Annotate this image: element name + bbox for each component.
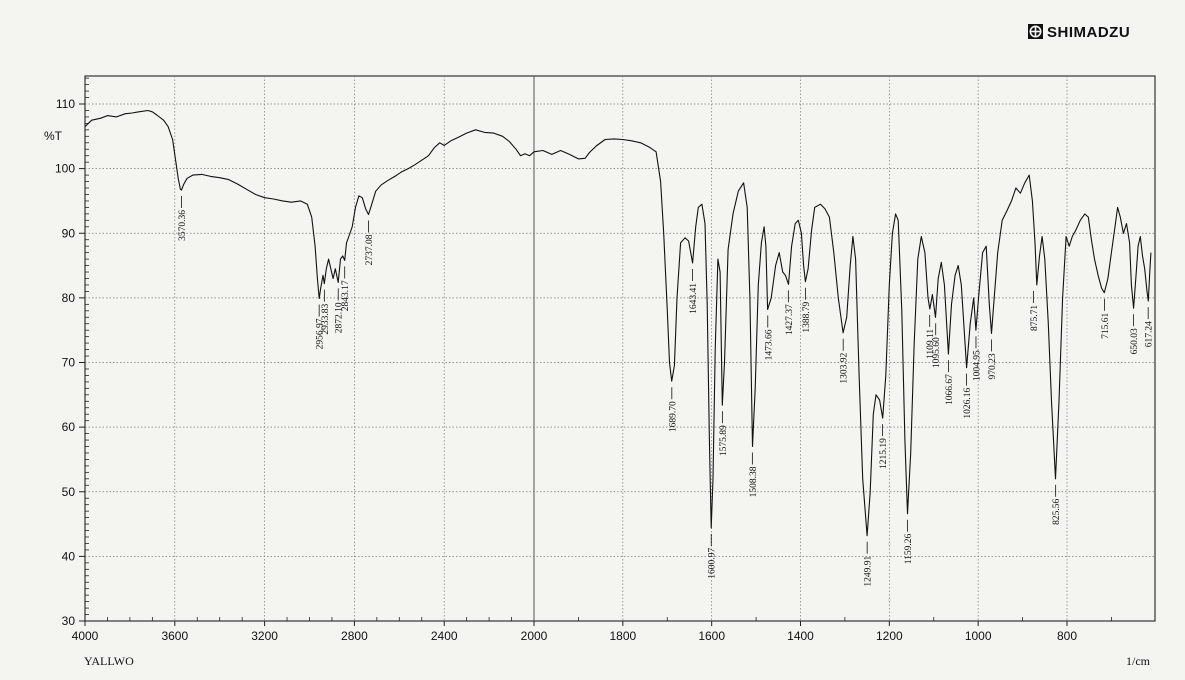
x-tick-label: 1400 — [787, 629, 814, 643]
y-axis-ticks: 30 40 50 60 70 80 90 100 110 — [55, 97, 85, 628]
peak-label: 2843.17 — [341, 280, 351, 311]
peak-label: 1575.89 — [719, 425, 729, 456]
peak-label: 1473.66 — [764, 329, 774, 360]
x-axis-unit-label: 1/cm — [1126, 654, 1151, 668]
peak-annotation: 1026.16 — [963, 373, 973, 419]
peak-label: 825.56 — [1052, 499, 1062, 525]
peak-label: 1508.38 — [749, 466, 759, 497]
peak-annotation: 2933.83 — [321, 289, 331, 335]
peak-annotation: 1159.26 — [904, 519, 914, 564]
peak-annotation: 2956.97 — [316, 304, 326, 349]
y-tick-label: 60 — [62, 420, 76, 434]
peak-label: 1427.37 — [785, 304, 795, 335]
peak-annotation: 1249.91 — [864, 541, 874, 587]
peak-label: 1643.41 — [689, 283, 699, 314]
x-tick-label: 2800 — [341, 629, 368, 643]
y-axis-label: %T — [44, 129, 63, 143]
y-tick-label: 90 — [62, 226, 76, 240]
y-tick-label: 40 — [62, 549, 76, 563]
brand-logo: SHIMADZU — [1028, 24, 1130, 41]
x-tick-label: 800 — [1057, 629, 1077, 643]
peak-annotation: 1508.38 — [749, 452, 759, 497]
peak-annotation: 617.24 — [1145, 307, 1155, 347]
plot-frame — [84, 75, 1156, 622]
y-tick-label: 30 — [62, 614, 76, 628]
peak-annotation: 970.23 — [988, 339, 998, 380]
peak-label: 1600.97 — [708, 548, 718, 579]
peak-label: 1388.79 — [802, 301, 812, 332]
peak-annotation: 1575.89 — [719, 411, 729, 456]
peak-label: 1109.11 — [926, 329, 936, 359]
shimadzu-logo-icon — [1028, 24, 1043, 39]
peak-label: 3570.36 — [178, 210, 188, 241]
peak-label: 1215.19 — [879, 438, 889, 469]
brand-name: SHIMADZU — [1047, 24, 1130, 41]
peak-label: 617.24 — [1145, 321, 1155, 347]
peak-label: 650.03 — [1130, 328, 1140, 354]
x-tick-label: 2400 — [431, 629, 458, 643]
peak-label: 2956.97 — [316, 318, 326, 349]
peak-label: 1689.70 — [668, 401, 678, 432]
x-tick-label: 2000 — [521, 629, 548, 643]
peak-annotation: 1004.95 — [973, 336, 983, 381]
x-axis-ticks: 4000 3600 3200 2800 2400 2000 1800 1600 1400 1200… — [72, 621, 1077, 643]
x-tick-label: 4000 — [72, 629, 99, 643]
peak-label: 2933.83 — [321, 303, 331, 334]
peak-annotation: 3570.36 — [178, 195, 188, 241]
spectrum-line — [84, 109, 1152, 537]
peak-annotation: 1109.11 — [926, 314, 936, 359]
peak-annotation: 1066.67 — [945, 360, 955, 405]
peak-label: 2737.08 — [365, 234, 375, 265]
y-tick-label: 110 — [56, 97, 75, 111]
sample-name: YALLWO — [84, 654, 134, 668]
peak-label: 1026.16 — [963, 387, 973, 418]
grid-lines — [85, 76, 1155, 621]
peak-label: 1066.67 — [945, 374, 955, 405]
x-tick-label: 3600 — [161, 629, 188, 643]
peak-label: 715.61 — [1101, 312, 1111, 338]
peak-label: 875.71 — [1030, 305, 1040, 331]
y-tick-label: 80 — [62, 291, 76, 305]
peak-annotation: 2872.10 — [335, 288, 345, 333]
peak-annotation: 715.61 — [1101, 298, 1111, 339]
peak-label: 1095.60 — [932, 337, 942, 368]
peak-label: 970.23 — [988, 353, 998, 379]
peak-label: 1249.91 — [864, 555, 874, 586]
x-tick-label: 1600 — [698, 629, 725, 643]
peak-annotation: 1388.79 — [802, 287, 812, 333]
peak-label: 1004.95 — [973, 350, 983, 381]
peak-annotation: 1095.60 — [932, 323, 942, 368]
peak-annotation: 1303.92 — [840, 338, 850, 384]
y-tick-label: 100 — [55, 162, 75, 176]
peak-annotation: 2843.17 — [341, 266, 351, 311]
peak-label: 1303.92 — [840, 353, 850, 384]
peak-label: 1159.26 — [904, 533, 914, 564]
x-tick-label: 3200 — [251, 629, 278, 643]
peak-annotation: 875.71 — [1030, 290, 1040, 331]
peak-label: 2872.10 — [335, 302, 345, 333]
y-tick-label: 70 — [62, 356, 76, 370]
x-tick-label: 1800 — [609, 629, 636, 643]
minor-ticks — [85, 77, 1112, 621]
x-tick-label: 1200 — [876, 629, 903, 643]
peak-annotation: 825.56 — [1052, 484, 1062, 525]
peak-annotation: 1643.41 — [689, 268, 699, 314]
peak-annotation: 1427.37 — [785, 290, 795, 335]
peak-annotation: 2737.08 — [365, 220, 375, 265]
peak-annotation: 650.03 — [1130, 314, 1140, 354]
x-tick-label: 1000 — [965, 629, 992, 643]
y-tick-label: 50 — [62, 485, 76, 499]
peak-annotation: 1689.70 — [668, 387, 678, 432]
peak-annotation: 1473.66 — [764, 315, 774, 360]
peak-annotation: 1215.19 — [879, 424, 889, 469]
peak-annotation: 1600.97 — [708, 533, 718, 579]
